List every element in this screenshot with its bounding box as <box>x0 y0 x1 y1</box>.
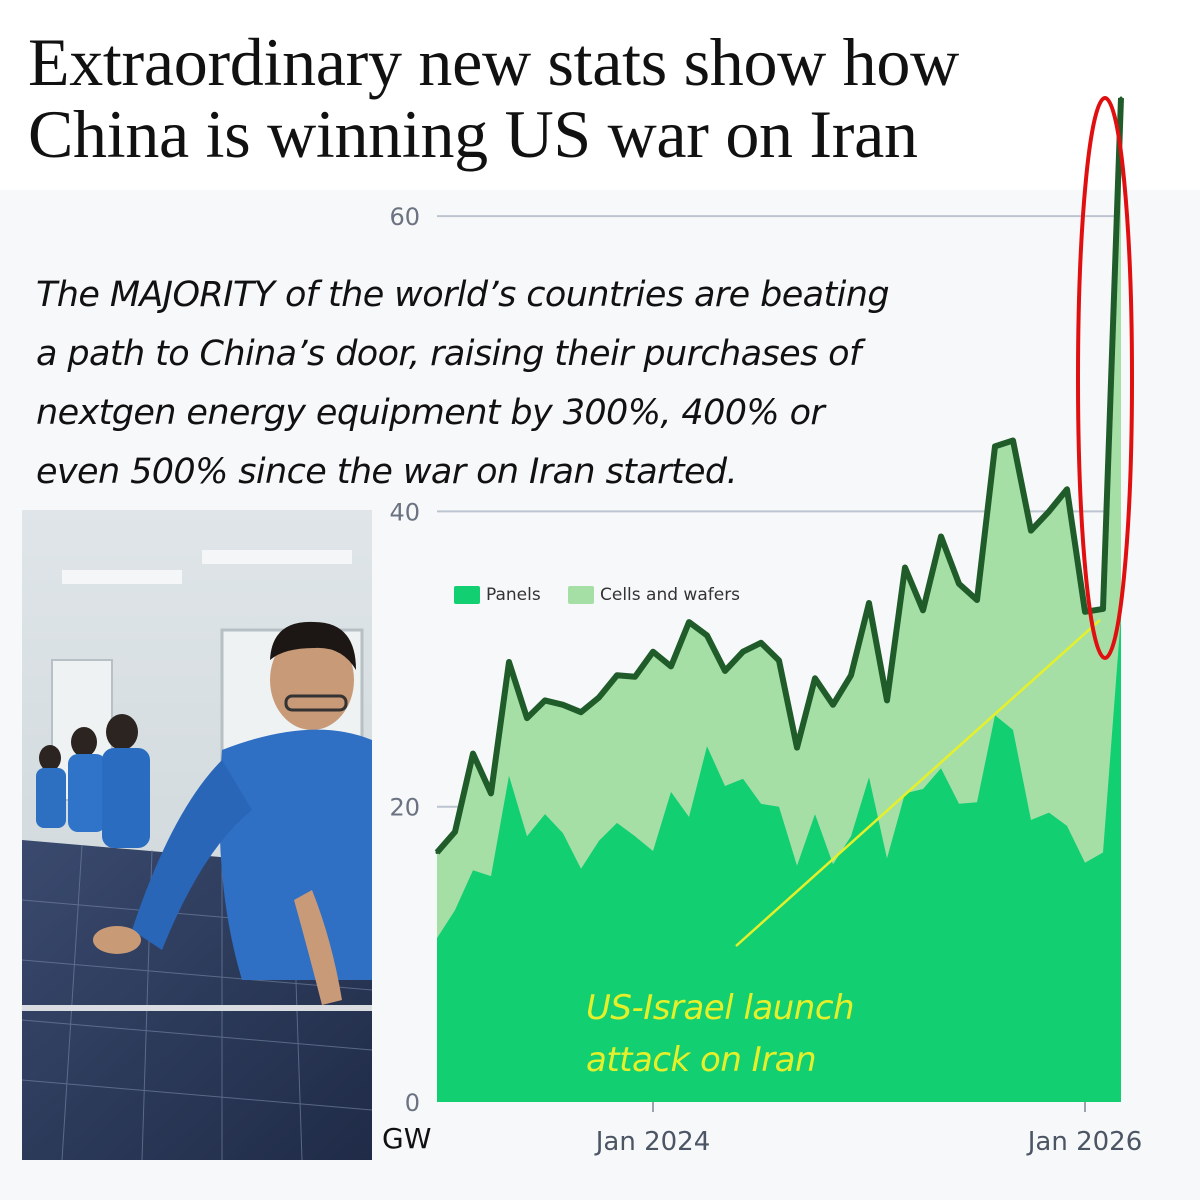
legend-label-cells-and-wafers: Cells and wafers <box>600 585 740 605</box>
subhead-line-2: a path to China’s door, raising their pu… <box>36 334 861 374</box>
data-point <box>435 850 439 854</box>
legend-swatch-cells-and-wafers <box>568 586 594 604</box>
data-point <box>525 716 529 720</box>
subhead-line-1: The MAJORITY of the world’s countries ar… <box>36 275 890 315</box>
annotation-callout-line <box>735 619 1101 947</box>
data-point <box>705 633 709 637</box>
data-point <box>885 698 889 702</box>
data-point <box>471 752 475 756</box>
subhead: The MAJORITY of the world’s countries ar… <box>36 266 1046 502</box>
data-point <box>597 695 601 699</box>
headline: Extraordinary new stats show how China i… <box>28 26 1188 170</box>
data-point <box>957 582 961 586</box>
area-series <box>434 96 1124 1102</box>
legend-swatch-panels <box>454 586 480 604</box>
data-point <box>1011 439 1015 443</box>
legend-label-panels: Panels <box>486 585 541 605</box>
data-point <box>1101 607 1105 611</box>
war-annotation: US-Israel launch attack on Iran <box>586 982 855 1086</box>
data-point <box>687 620 691 624</box>
data-point <box>669 664 673 668</box>
data-point <box>651 650 655 654</box>
data-point <box>1029 529 1033 533</box>
x-tick-label: Jan 2024 <box>594 1127 711 1157</box>
y-tick-label: 60 <box>389 203 420 231</box>
annotation-line-2: attack on Iran <box>586 1040 817 1080</box>
data-point <box>975 598 979 602</box>
x-tick-label: Jan 2026 <box>1026 1127 1143 1157</box>
y-tick-label: 20 <box>389 794 420 822</box>
area-panels <box>437 614 1121 1102</box>
data-point <box>1047 509 1051 513</box>
data-point <box>939 535 943 539</box>
headline-line-1: Extraordinary new stats show how <box>28 24 959 100</box>
data-point <box>579 710 583 714</box>
y-unit-label: GW <box>382 1122 432 1155</box>
legend: Panels Cells and wafers <box>454 585 740 605</box>
data-point <box>507 660 511 664</box>
data-point <box>633 675 637 679</box>
data-point <box>741 650 745 654</box>
data-point <box>777 659 781 663</box>
data-point <box>1119 96 1123 100</box>
data-point <box>921 608 925 612</box>
data-point <box>723 669 727 673</box>
data-point <box>831 703 835 707</box>
data-point <box>759 641 763 645</box>
data-point <box>1083 610 1087 614</box>
axis-ticks: 0 20 40 60 Jan 2024 Jan 2026 <box>389 203 1142 1157</box>
y-tick-label: 40 <box>389 498 420 526</box>
annotation-line-1: US-Israel launch <box>586 988 855 1028</box>
data-point <box>543 698 547 702</box>
data-point <box>795 746 799 750</box>
subhead-line-3: nextgen energy equipment by 300%, 400% o… <box>36 393 825 433</box>
data-point <box>903 566 907 570</box>
headline-line-2: China is winning US war on Iran <box>28 96 918 172</box>
data-point <box>867 601 871 605</box>
subhead-line-4: even 500% since the war on Iran started. <box>36 452 738 492</box>
data-point <box>561 703 565 707</box>
data-point <box>813 676 817 680</box>
solar-factory-photo <box>22 510 372 1160</box>
data-point <box>993 444 997 448</box>
spike-highlight-ellipse <box>1076 96 1134 660</box>
data-point <box>453 830 457 834</box>
data-point <box>615 673 619 677</box>
y-tick-label: 0 <box>405 1089 420 1117</box>
data-point <box>849 673 853 677</box>
data-point <box>1065 487 1069 491</box>
data-point <box>489 791 493 795</box>
